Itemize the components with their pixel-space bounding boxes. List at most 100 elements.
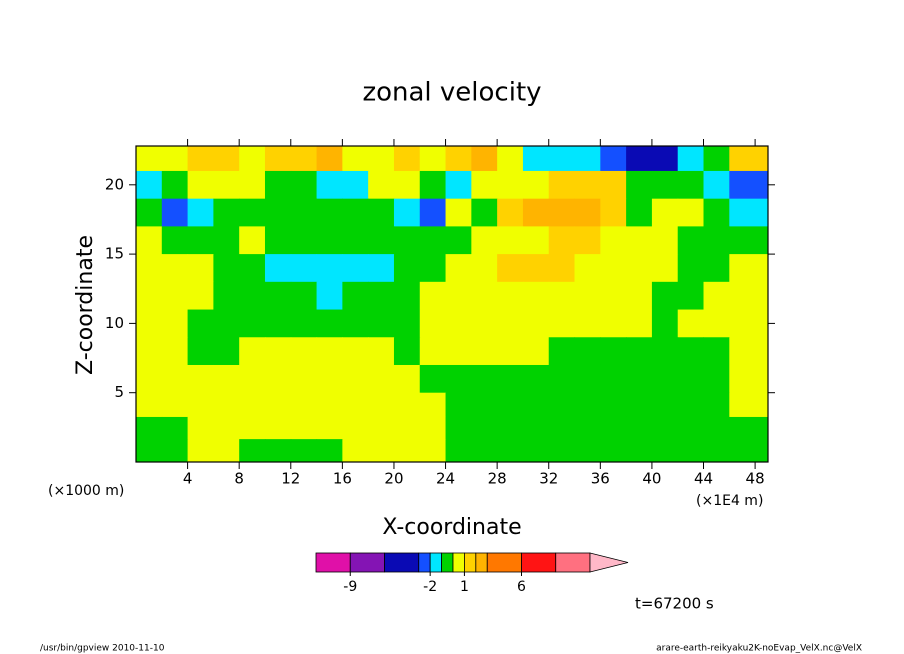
field-cell: [316, 416, 343, 440]
field-cell: [703, 254, 730, 283]
field-cell: [729, 198, 769, 227]
field-cell: [497, 146, 524, 172]
x-tick-label: 24: [436, 470, 455, 488]
colorbar-tick-label: 6: [517, 579, 526, 595]
field-cell: [471, 309, 498, 338]
colorbar-segment: [464, 552, 477, 573]
field-cell: [548, 364, 576, 394]
field-cell: [290, 198, 318, 227]
x-tick-label: 16: [333, 470, 352, 488]
field-cell: [213, 416, 240, 440]
field-cell: [368, 170, 395, 200]
field-cell: [471, 226, 498, 255]
field-cell: [213, 392, 240, 418]
field-cell: [548, 392, 576, 418]
x-tick-label: 12: [281, 470, 300, 488]
field-cell: [548, 146, 576, 172]
plot-frame: [135, 145, 769, 463]
field-cell: [626, 364, 653, 394]
field-cell: [136, 392, 163, 418]
field-cell: [651, 170, 679, 200]
field-cell: [342, 439, 369, 463]
x-unit: (×1E4 m): [696, 493, 763, 509]
field-cell: [161, 439, 189, 463]
x-tick-label: 28: [488, 470, 507, 488]
field-cell: [600, 392, 627, 418]
field-cell: [445, 439, 472, 463]
field-cell: [290, 254, 318, 283]
field-cell: [729, 416, 769, 440]
x-tick-label: 32: [539, 470, 558, 488]
field-cell: [368, 309, 395, 338]
field-cell: [368, 392, 395, 418]
field-cell: [626, 281, 653, 311]
field-cell: [471, 254, 498, 283]
field-cell: [187, 364, 214, 394]
field-cell: [548, 226, 576, 255]
x-axis-label: X-coordinate: [382, 515, 521, 540]
field-cell: [729, 226, 769, 255]
field-cell: [264, 337, 292, 366]
colorbar-segment: [452, 552, 465, 573]
field-cell: [574, 439, 601, 463]
field-cell: [729, 392, 769, 418]
field-cell: [574, 364, 601, 394]
field-cell: [677, 337, 705, 366]
field-cell: [136, 364, 163, 394]
field-cell: [161, 364, 189, 394]
field-cell: [574, 309, 601, 338]
field-cell: [187, 309, 214, 338]
field-cell: [677, 146, 705, 172]
field-cell: [213, 226, 240, 255]
field-cell: [522, 416, 550, 440]
field-cell: [677, 170, 705, 200]
field-cell: [651, 416, 679, 440]
field-cell: [471, 170, 498, 200]
field-cell: [651, 146, 679, 172]
field-cell: [445, 170, 472, 200]
field-cell: [445, 254, 472, 283]
field-cell: [342, 198, 369, 227]
field-cell: [703, 416, 730, 440]
field-cell: [626, 254, 653, 283]
field-cell: [677, 226, 705, 255]
field-cell: [600, 198, 627, 227]
field-cell: [136, 226, 163, 255]
field-cell: [187, 392, 214, 418]
field-cell: [161, 226, 189, 255]
field-cell: [626, 226, 653, 255]
field-cell: [729, 309, 769, 338]
field-cell: [445, 281, 472, 311]
colorbar-segment: [384, 552, 420, 573]
field-cell: [677, 309, 705, 338]
field-cell: [419, 392, 447, 418]
field-cell: [522, 309, 550, 338]
field-cell: [445, 337, 472, 366]
field-cell: [677, 416, 705, 440]
field-cell: [471, 337, 498, 366]
field-cell: [600, 337, 627, 366]
field-cell: [213, 198, 240, 227]
field-cell: [703, 226, 730, 255]
field-cell: [497, 439, 524, 463]
field-cell: [187, 337, 214, 366]
field-cell: [213, 364, 240, 394]
field-cell: [626, 146, 653, 172]
field-cell: [393, 309, 421, 338]
field-cell: [213, 254, 240, 283]
colorbar-segment: [429, 552, 442, 573]
field-cell: [264, 254, 292, 283]
field-cell: [522, 170, 550, 200]
field-cell: [522, 198, 550, 227]
field-cell: [290, 416, 318, 440]
field-cell: [497, 392, 524, 418]
field-cell: [651, 309, 679, 338]
field-cell: [445, 364, 472, 394]
field-cell: [574, 198, 601, 227]
colorbar-segment: [555, 552, 591, 573]
field-cell: [677, 254, 705, 283]
field-cell: [264, 198, 292, 227]
field-cell: [213, 146, 240, 172]
field-cell: [342, 254, 369, 283]
